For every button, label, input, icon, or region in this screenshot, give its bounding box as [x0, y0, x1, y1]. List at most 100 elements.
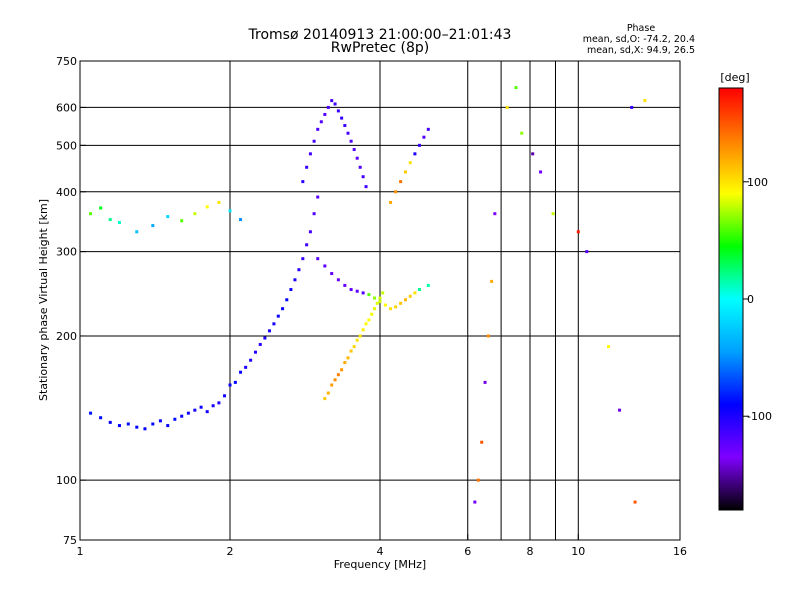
- x-axis-label: Frequency [MHz]: [334, 558, 426, 571]
- data-point: [89, 411, 93, 415]
- y-tick-label: 100: [56, 474, 77, 487]
- data-point: [272, 322, 276, 326]
- data-point: [108, 218, 112, 222]
- x-tick-label: 2: [227, 545, 234, 558]
- data-point: [349, 349, 353, 353]
- data-point: [173, 417, 177, 421]
- data-point: [205, 410, 209, 414]
- colorbar-tick-label: 100: [747, 176, 768, 189]
- data-point: [378, 300, 382, 304]
- x-tick-label: 8: [527, 545, 534, 558]
- data-point: [633, 500, 637, 504]
- data-point: [326, 391, 330, 395]
- data-point: [417, 143, 421, 147]
- data-point: [330, 383, 334, 387]
- x-axis-ticks: 1 2 4 6 8 10 16: [77, 534, 687, 558]
- data-point: [117, 221, 121, 225]
- data-point: [346, 131, 350, 135]
- data-point: [228, 209, 232, 213]
- data-point: [413, 291, 417, 295]
- data-point: [343, 124, 347, 128]
- data-point: [493, 212, 497, 216]
- colorbar-unit: [deg]: [720, 71, 749, 84]
- data-point: [117, 424, 121, 428]
- data-point: [199, 405, 203, 409]
- data-point: [358, 334, 362, 338]
- data-point: [223, 394, 227, 398]
- data-point: [276, 314, 280, 318]
- data-point: [108, 420, 112, 424]
- data-point: [239, 370, 243, 374]
- data-point: [263, 336, 267, 340]
- data-point: [343, 361, 347, 365]
- data-point: [490, 279, 494, 283]
- x-tick-label: 6: [464, 545, 471, 558]
- data-point: [249, 358, 253, 362]
- data-point: [151, 422, 155, 426]
- grid-lines: [80, 61, 680, 540]
- data-point: [483, 380, 487, 384]
- data-point: [520, 131, 524, 135]
- data-point: [340, 368, 344, 372]
- data-point: [99, 206, 103, 210]
- data-point: [126, 422, 130, 426]
- data-point: [301, 257, 305, 261]
- data-point: [585, 250, 589, 254]
- colorbar: [deg] 100 0 -100: [718, 71, 772, 511]
- data-point: [143, 427, 147, 431]
- data-point: [253, 350, 257, 354]
- x-tick-label: 16: [673, 545, 687, 558]
- data-point: [217, 200, 221, 204]
- data-point: [476, 478, 480, 482]
- colorbar-tick-label: 0: [747, 293, 754, 306]
- data-point: [193, 408, 197, 412]
- data-points: [89, 86, 647, 504]
- data-point: [258, 342, 262, 346]
- data-point: [333, 378, 337, 382]
- data-point: [417, 288, 421, 292]
- data-point: [228, 383, 232, 387]
- data-point: [373, 296, 377, 300]
- data-point: [352, 345, 356, 349]
- data-point: [186, 411, 190, 415]
- data-point: [399, 180, 403, 184]
- data-point: [394, 305, 398, 309]
- data-point: [312, 212, 316, 216]
- data-point: [323, 397, 327, 401]
- data-point: [413, 152, 417, 156]
- data-point: [355, 289, 359, 293]
- data-point: [349, 288, 353, 292]
- data-point: [308, 230, 312, 234]
- data-point: [151, 224, 155, 228]
- data-point: [336, 109, 340, 113]
- data-point: [305, 165, 309, 169]
- data-point: [364, 185, 368, 189]
- data-point: [297, 268, 301, 272]
- y-tick-label: 500: [56, 139, 77, 152]
- phase-mean-o: mean, sd,O: -74.2, 20.4: [583, 34, 695, 45]
- y-tick-label: 600: [56, 101, 77, 114]
- data-point: [394, 190, 398, 194]
- data-point: [355, 156, 359, 160]
- data-point: [244, 365, 248, 369]
- data-point: [340, 116, 344, 120]
- y-tick-label: 300: [56, 246, 77, 259]
- data-point: [326, 105, 330, 109]
- data-point: [367, 318, 371, 322]
- data-point: [211, 404, 215, 408]
- data-point: [343, 283, 347, 287]
- data-point: [135, 425, 139, 429]
- chart-subtitle: RwPretec (8p): [331, 40, 429, 56]
- data-point: [239, 218, 243, 222]
- data-point: [630, 105, 634, 109]
- data-point: [607, 345, 611, 349]
- y-tick-label: 75: [63, 534, 77, 547]
- data-point: [389, 307, 393, 311]
- colorbar-tick-label: -100: [747, 410, 772, 423]
- data-point: [336, 278, 340, 282]
- data-point: [333, 102, 337, 106]
- data-point: [358, 165, 362, 169]
- data-point: [166, 215, 170, 219]
- data-point: [233, 380, 237, 384]
